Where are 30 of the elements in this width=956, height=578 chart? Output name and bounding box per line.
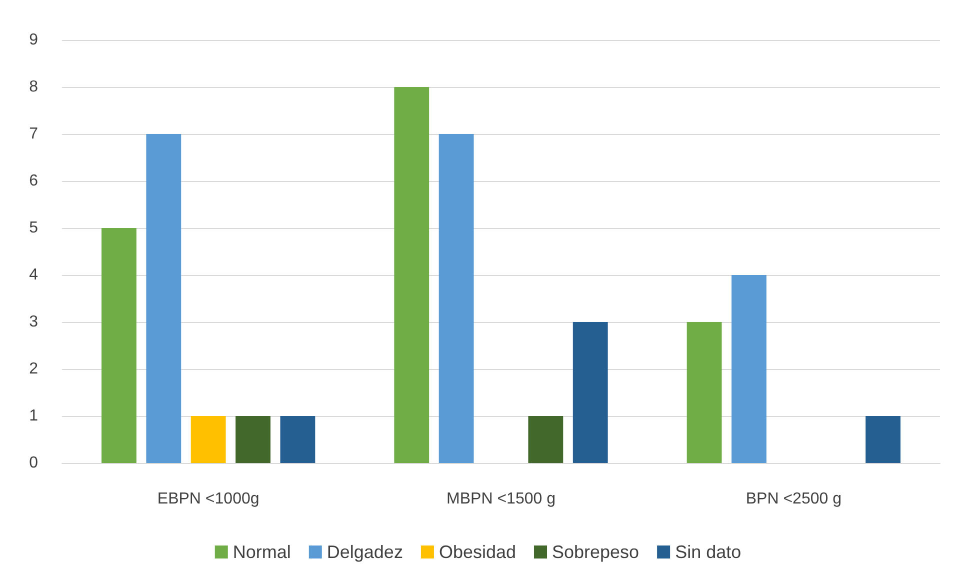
bar [280,416,316,463]
y-tick-label: 9 [29,32,38,48]
legend-label: Delgadez [326,542,403,562]
y-tick-label: 2 [29,360,38,378]
bar [528,416,564,463]
bar [732,275,766,463]
bar [394,87,430,463]
y-tick-label: 5 [29,220,38,236]
y-tick-label: 1 [29,408,38,424]
bar [190,416,226,463]
y-tick-label: 7 [29,126,38,142]
bar [438,134,474,463]
legend-label: Obesidad [438,542,516,562]
y-tick-label: 3 [29,314,38,330]
x-tick-label: EBPN <1000g [157,490,260,508]
bar [146,134,182,463]
bar [572,322,608,463]
x-tick-label: MBPN <1500 g [446,490,556,508]
bar [686,322,722,463]
bar [236,416,270,463]
y-tick-label: 0 [29,454,38,472]
legend-label: Normal [232,542,291,562]
bar [866,416,900,463]
y-tick-label: 6 [29,172,38,190]
y-tick-label: 8 [29,78,38,96]
legend-label: Sin dato [675,542,742,562]
bar [102,228,136,463]
legend-label: Sobrepeso [552,542,640,562]
y-tick-label: 4 [29,266,38,284]
x-tick-label: BPN <2500 g [746,490,842,508]
